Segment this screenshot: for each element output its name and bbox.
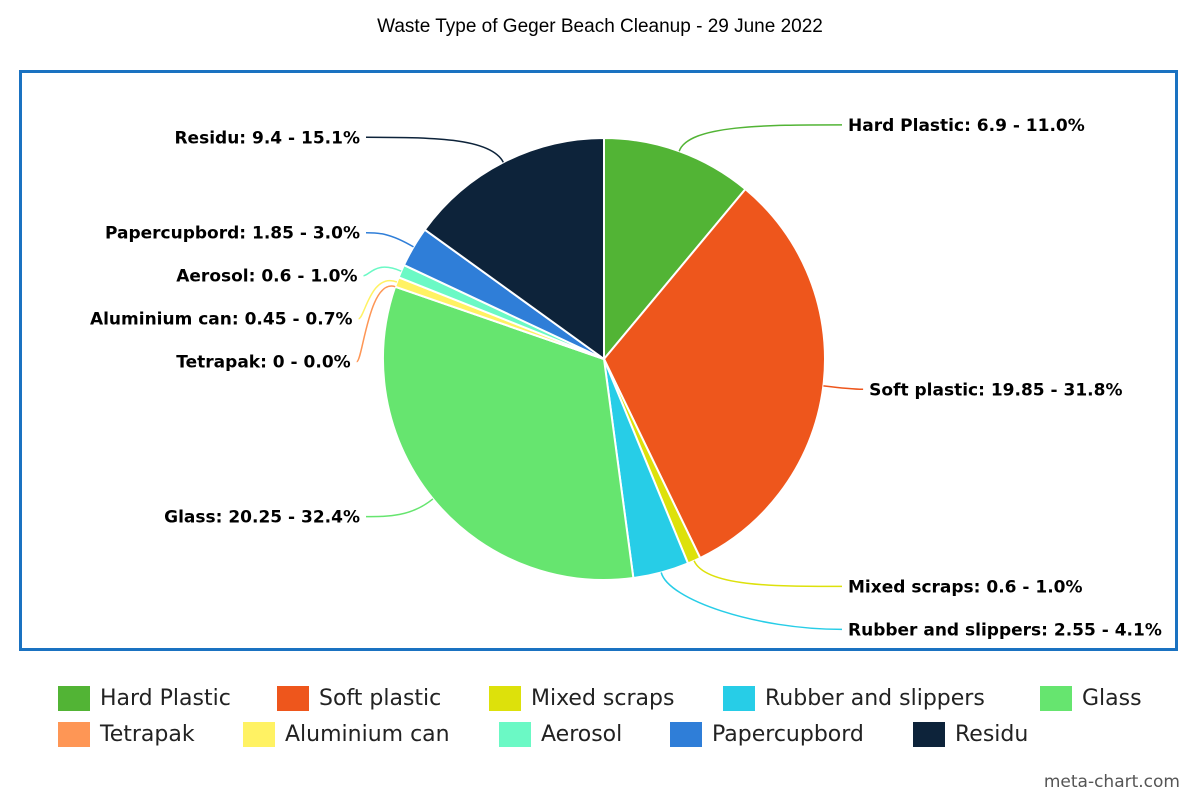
legend-swatch: [723, 685, 755, 711]
legend-swatch: [913, 721, 945, 747]
legend-label: Papercupbord: [712, 721, 864, 747]
slice-label-6: Aluminium can: 0.45 - 0.7%: [90, 310, 353, 330]
legend-label: Soft plastic: [319, 685, 442, 711]
pie-slice-1[interactable]: [603, 188, 826, 559]
pie-slice-0[interactable]: [603, 137, 747, 360]
label-connector-2: [693, 560, 843, 588]
legend-row: Tetrapak Aluminium can Aerosol Papercupbord…: [0, 719, 1200, 749]
slice-label-9: Residu: 9.4 - 15.1%: [174, 128, 360, 148]
legend-label: Glass: [1082, 685, 1142, 711]
watermark: meta-chart.com: [1043, 772, 1180, 792]
slice-label-7: Aerosol: 0.6 - 1.0%: [176, 267, 357, 287]
legend-swatch: [670, 721, 702, 747]
label-connector-9: [365, 136, 504, 163]
legend-label: Hard Plastic: [100, 685, 231, 711]
legend-label: Aluminium can: [285, 721, 450, 747]
pie-slices: [382, 137, 826, 581]
legend-item[interactable]: Soft plastic: [277, 683, 441, 713]
legend-label: Aerosol: [541, 721, 623, 747]
slice-label-3: Rubber and slippers: 2.55 - 4.1%: [848, 620, 1162, 640]
legend-label: Rubber and slippers: [765, 685, 985, 711]
legend-item[interactable]: Tetrapak: [58, 719, 195, 749]
label-connector-0: [678, 124, 843, 152]
label-connector-1: [823, 385, 864, 391]
legend-item[interactable]: Residu: [913, 719, 1028, 749]
legend-item[interactable]: Aerosol: [499, 719, 622, 749]
label-connector-3: [660, 572, 843, 631]
legend-swatch: [277, 685, 309, 711]
legend-row: Hard Plastic Soft plastic Mixed scraps Rubb…: [0, 683, 1200, 713]
legend-label: Mixed scraps: [531, 685, 675, 711]
legend-item[interactable]: Rubber and slippers: [723, 683, 985, 713]
legend-swatch: [499, 721, 531, 747]
label-connector-7: [363, 266, 402, 277]
slice-labels: Hard Plastic: 6.9 - 11.0% Soft plastic: 1…: [90, 116, 1162, 641]
legend-swatch: [243, 721, 275, 747]
legend-item[interactable]: Mixed scraps: [489, 683, 674, 713]
legend-swatch: [489, 685, 521, 711]
legend-swatch: [58, 721, 90, 747]
legend-item[interactable]: Glass: [1040, 683, 1142, 713]
legend-label: Tetrapak: [100, 721, 195, 747]
chart-title: Waste Type of Geger Beach Cleanup - 29 J…: [377, 16, 823, 37]
legend-item[interactable]: Aluminium can: [243, 719, 450, 749]
legend-label: Residu: [955, 721, 1029, 747]
pie-slice-4[interactable]: [382, 285, 635, 581]
slice-label-4: Glass: 20.25 - 32.4%: [164, 508, 360, 528]
slice-label-1: Soft plastic: 19.85 - 31.8%: [869, 380, 1122, 400]
legend-swatch: [58, 685, 90, 711]
legend-item[interactable]: Hard Plastic: [58, 683, 231, 713]
legend-item[interactable]: Papercupbord: [670, 719, 864, 749]
slice-label-5: Tetrapak: 0 - 0.0%: [176, 353, 350, 373]
label-connector-5: [355, 285, 396, 363]
slice-label-0: Hard Plastic: 6.9 - 11.0%: [848, 116, 1085, 136]
label-connector-8: [365, 231, 414, 248]
label-connector-6: [357, 279, 398, 320]
slice-label-2: Mixed scraps: 0.6 - 1.0%: [848, 577, 1083, 597]
label-connector-4: [365, 498, 434, 518]
pie-slice-9[interactable]: [423, 137, 605, 360]
legend-swatch: [1040, 685, 1072, 711]
slice-label-8: Papercupbord: 1.85 - 3.0%: [105, 224, 360, 244]
